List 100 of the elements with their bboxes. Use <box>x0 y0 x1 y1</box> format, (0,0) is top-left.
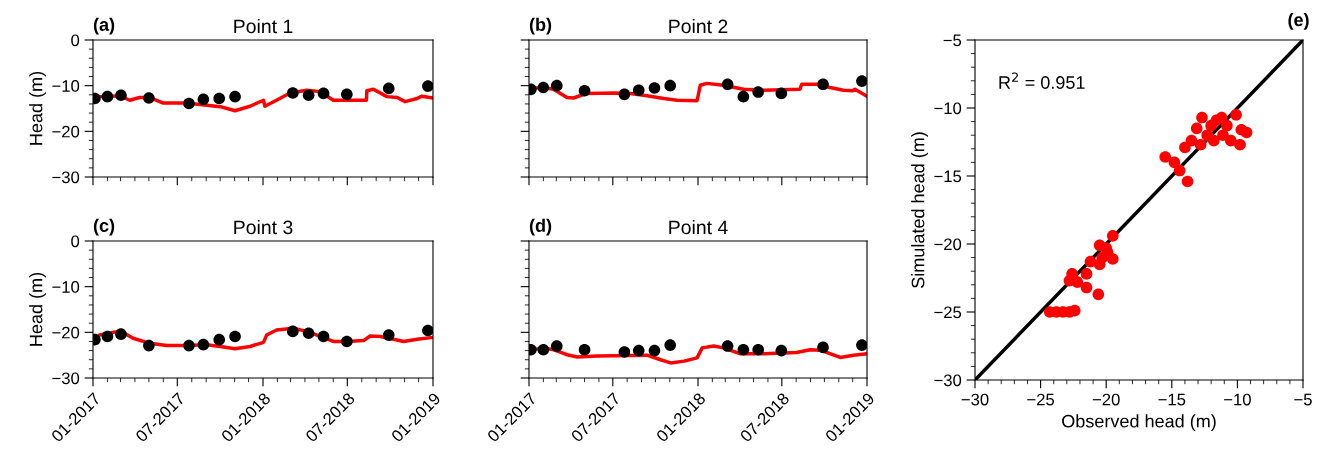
point <box>1080 281 1093 294</box>
point <box>302 327 315 340</box>
point <box>817 78 829 91</box>
point <box>537 81 550 94</box>
point <box>737 343 750 356</box>
point <box>1106 230 1119 242</box>
point <box>341 335 353 348</box>
x-tick-label: −30 <box>961 393 989 406</box>
point <box>1194 138 1207 151</box>
point <box>817 341 829 354</box>
point <box>1173 164 1186 177</box>
y-tick-label: 0 <box>71 235 80 248</box>
y-tick-label: −30 <box>52 171 80 184</box>
point <box>578 84 591 97</box>
point <box>721 340 734 352</box>
point <box>422 80 433 92</box>
point <box>1168 156 1181 169</box>
point <box>856 339 867 351</box>
point <box>1179 141 1191 154</box>
point <box>101 90 114 103</box>
point <box>1217 129 1229 142</box>
y-tick-label: −30 <box>52 372 80 385</box>
point <box>287 87 299 99</box>
point <box>1071 276 1084 288</box>
point <box>229 90 241 103</box>
chart-title: Point 3 <box>234 219 293 235</box>
point <box>1159 151 1172 163</box>
y-tick-label: −10 <box>934 102 962 115</box>
point <box>721 78 734 91</box>
point <box>1230 108 1242 121</box>
point <box>550 79 563 92</box>
point <box>382 82 395 95</box>
y-tick-label: −10 <box>52 80 80 92</box>
chart-title: Point 4 <box>669 219 728 235</box>
point <box>618 346 631 358</box>
y-tick-label: −20 <box>52 125 80 138</box>
point <box>1106 253 1119 265</box>
point <box>632 344 645 357</box>
chart-title: Point 1 <box>234 18 293 34</box>
y-tick-label: −15 <box>934 170 962 183</box>
point <box>737 90 750 103</box>
point <box>648 82 661 94</box>
point <box>341 88 353 101</box>
y-tick-label: −20 <box>934 238 962 251</box>
y-tick-label: −5 <box>943 34 962 47</box>
point <box>1196 111 1208 124</box>
point <box>752 343 764 356</box>
point <box>115 328 127 340</box>
x-tick-label: −5 <box>1294 393 1312 406</box>
y-tick-label: −25 <box>934 306 962 319</box>
point <box>664 339 677 351</box>
x-tick-label: −10 <box>1224 393 1251 406</box>
point <box>197 338 210 351</box>
point <box>632 84 645 97</box>
x-tick-label: −15 <box>1158 393 1186 406</box>
point <box>1190 122 1203 135</box>
point <box>1096 251 1109 264</box>
text: (a) <box>93 17 115 35</box>
point <box>143 92 155 104</box>
y-tick-label: 0 <box>71 34 80 47</box>
point <box>775 87 788 100</box>
point <box>101 330 114 343</box>
x-tick-label: −25 <box>1027 393 1055 406</box>
point <box>1240 126 1253 139</box>
y-axis-title: Head (m) <box>29 272 46 346</box>
text: (b) <box>529 17 552 35</box>
chart-title: Point 2 <box>669 18 728 34</box>
point <box>1080 268 1093 280</box>
point <box>775 344 788 357</box>
y-tick-label: −20 <box>52 326 80 339</box>
point <box>1185 134 1198 147</box>
point <box>550 340 563 352</box>
point <box>856 75 867 87</box>
point <box>115 89 127 102</box>
point <box>618 88 631 101</box>
point <box>287 325 299 338</box>
point <box>229 330 241 343</box>
point <box>537 343 550 356</box>
y-tick-label: −30 <box>934 374 962 387</box>
point <box>183 97 195 110</box>
point <box>578 343 591 356</box>
text: (c) <box>93 218 115 236</box>
point <box>213 333 226 346</box>
point <box>422 324 433 337</box>
point <box>317 87 330 100</box>
point <box>197 93 210 106</box>
x-tick-label: −20 <box>1092 393 1120 406</box>
point <box>1234 138 1246 151</box>
point <box>382 329 395 341</box>
point <box>317 330 330 343</box>
point <box>1221 119 1233 132</box>
point <box>648 344 661 357</box>
x-axis-title: Observed head (m) <box>1062 414 1216 432</box>
y-axis-title: Simulated head (m) <box>911 132 928 288</box>
annotation: R$^{2}$ = 0.951 <box>999 72 1085 89</box>
text: (e) <box>1288 12 1309 30</box>
y-tick-label: −10 <box>52 281 80 293</box>
point <box>213 92 226 105</box>
point <box>664 79 677 92</box>
point <box>1207 134 1220 147</box>
